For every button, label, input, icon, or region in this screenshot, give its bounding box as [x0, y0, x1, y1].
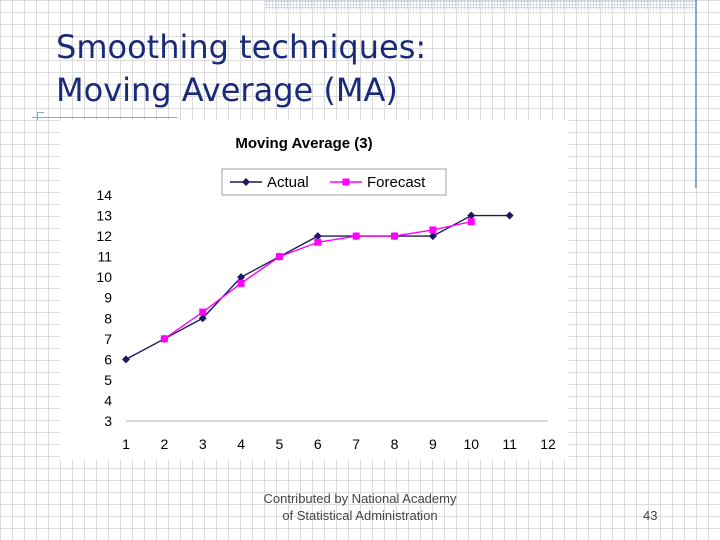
x-tick-label: 9 — [429, 436, 437, 452]
forecast-point — [467, 218, 475, 226]
slide-title-line1: Smoothing techniques: — [56, 28, 427, 66]
chart-series — [122, 211, 514, 364]
x-tick-label: 8 — [391, 436, 399, 452]
right-accent-rule — [695, 0, 697, 188]
x-tick-label: 12 — [540, 436, 556, 452]
x-tick-label: 11 — [502, 436, 517, 452]
y-tick-label: 10 — [96, 269, 112, 285]
y-tick-label: 6 — [104, 351, 112, 367]
forecast-point — [429, 226, 437, 234]
y-tick-label: 9 — [104, 290, 112, 306]
actual-point — [237, 273, 246, 282]
x-tick-label: 7 — [352, 436, 360, 452]
y-tick-label: 4 — [104, 392, 112, 408]
forecast-point — [160, 335, 168, 343]
y-tick-label: 5 — [104, 372, 112, 388]
series-forecast — [160, 218, 475, 343]
actual-point — [428, 232, 437, 241]
x-tick-label: 10 — [463, 436, 479, 452]
chart-title: Moving Average (3) — [235, 135, 372, 152]
actual-point — [505, 211, 514, 220]
x-tick-label: 2 — [160, 436, 168, 452]
actual-point — [467, 211, 476, 220]
x-tick-label: 1 — [122, 436, 130, 452]
forecast-point — [314, 238, 322, 246]
y-tick-label: 11 — [97, 249, 112, 265]
footer-credit: Contributed by National Academy of Stati… — [240, 490, 480, 524]
chart-panel: Moving Average (3) Actual Forecast 3 4 5 6 7 8… — [60, 120, 568, 460]
x-tick-label: 4 — [237, 436, 245, 452]
y-tick-label: 14 — [96, 187, 112, 203]
legend-actual-marker — [242, 178, 250, 186]
legend-actual-label: Actual — [267, 174, 309, 191]
forecast-point — [275, 253, 283, 261]
legend-forecast-label: Forecast — [367, 174, 426, 191]
y-tick-label: 7 — [104, 331, 112, 347]
page-number: 43 — [643, 508, 658, 523]
forecast-point — [237, 279, 245, 287]
forecast-point — [352, 232, 360, 240]
title-underline — [32, 117, 177, 118]
forecast-point — [199, 308, 207, 316]
y-tick-label: 8 — [104, 310, 112, 326]
actual-point — [313, 232, 322, 241]
chart-legend: Actual Forecast — [221, 168, 447, 196]
slide-title-line2: Moving Average (MA) — [56, 71, 398, 109]
moving-average-chart: Moving Average (3) Actual Forecast 3 4 5 6 7 8… — [96, 135, 556, 452]
actual-point — [122, 355, 130, 364]
x-tick-label: 5 — [276, 436, 284, 452]
y-tick-label: 3 — [104, 413, 112, 429]
legend-forecast-marker — [342, 178, 350, 186]
y-tick-label: 13 — [96, 208, 112, 224]
y-tick-label: 12 — [96, 228, 112, 244]
header-dot-band — [265, 0, 697, 10]
footer-credit-line2: of Statistical Administration — [282, 508, 438, 523]
x-tick-label: 6 — [314, 436, 322, 452]
title-underline-hook — [37, 112, 44, 120]
slide-title: Smoothing techniques: Moving Average (MA… — [56, 26, 426, 112]
series-actual — [122, 211, 514, 364]
forecast-point — [391, 232, 399, 240]
actual-point — [198, 314, 207, 323]
footer-credit-line1: Contributed by National Academy — [263, 491, 457, 506]
x-tick-label: 3 — [199, 436, 207, 452]
